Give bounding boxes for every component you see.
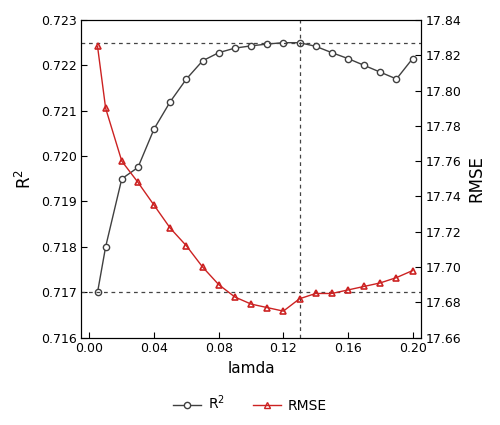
R$^2$ [102,244,108,249]
RMSE [232,295,238,300]
RMSE [151,203,157,208]
R$^2$ [361,63,367,68]
RMSE [102,106,108,111]
R$^2$ [329,50,335,55]
R$^2$ [135,165,141,170]
RMSE [280,309,286,314]
RMSE [296,296,302,301]
RMSE [200,264,205,269]
Legend: R$^2$, RMSE: R$^2$, RMSE [168,388,332,418]
RMSE [410,268,416,273]
R$^2$ [200,58,205,63]
Line: RMSE: RMSE [94,43,416,314]
Line: R$^2$: R$^2$ [94,40,416,295]
Y-axis label: RMSE: RMSE [467,156,485,202]
RMSE [248,301,254,306]
R$^2$ [394,76,400,82]
RMSE [264,305,270,310]
R$^2$ [94,290,100,295]
RMSE [329,291,335,296]
Y-axis label: R$^2$: R$^2$ [15,169,35,189]
RMSE [345,287,351,292]
RMSE [361,284,367,289]
X-axis label: lamda: lamda [227,361,275,376]
R$^2$ [345,56,351,61]
RMSE [312,291,318,296]
R$^2$ [151,126,157,131]
R$^2$ [378,70,384,75]
RMSE [94,44,100,49]
R$^2$ [168,99,173,104]
RMSE [394,275,400,280]
RMSE [135,180,141,185]
RMSE [216,282,222,287]
R$^2$ [248,43,254,48]
RMSE [378,280,384,286]
R$^2$ [280,40,286,45]
RMSE [184,243,190,248]
R$^2$ [264,42,270,47]
R$^2$ [119,176,125,181]
RMSE [168,226,173,231]
R$^2$ [296,40,302,45]
R$^2$ [184,76,190,82]
R$^2$ [216,50,222,55]
R$^2$ [232,45,238,51]
R$^2$ [312,44,318,49]
RMSE [119,159,125,164]
R$^2$ [410,56,416,61]
